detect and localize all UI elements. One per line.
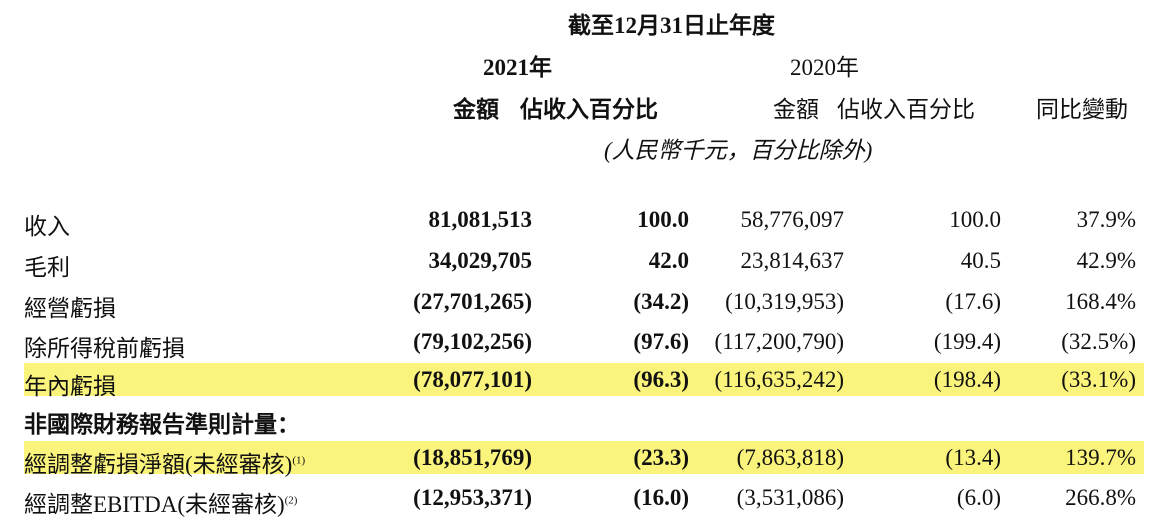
pct-2020: 100.0: [949, 207, 1001, 232]
amount-2021: 81,081,513: [428, 207, 533, 232]
amount-2020: (10,319,953): [725, 289, 844, 314]
amount-2021: (79,102,256): [413, 329, 532, 354]
table-row: 經調整EBITDA(未經審核)(2) (12,953,371) (16.0) (…: [24, 482, 1144, 517]
footnote-marker: (2): [284, 494, 298, 507]
amount-2020: (116,635,242): [714, 367, 844, 392]
pct-2021: (97.6): [633, 329, 689, 354]
pct-2020: 40.5: [960, 248, 1001, 273]
row-label-text: 經調整虧損淨額(未經審核): [24, 452, 293, 477]
pct-2021: 100.0: [637, 207, 689, 232]
period-heading: 截至12月31日止年度: [568, 13, 775, 38]
col-pct-2021: 佔收入百分比: [520, 97, 658, 122]
row-label: 收入: [24, 214, 70, 239]
yoy-change: 139.7%: [1065, 445, 1136, 470]
row-label: 毛利: [24, 255, 70, 280]
pct-2021: (16.0): [633, 485, 689, 510]
amount-2020: 58,776,097: [740, 207, 845, 232]
table-row: 收入 81,081,513 100.0 58,776,097 100.0 37.…: [24, 204, 1144, 239]
pct-2020: (13.4): [945, 445, 1001, 470]
table-row: 經營虧損 (27,701,265) (34.2) (10,319,953) (1…: [24, 286, 1144, 321]
pct-2020: (199.4): [933, 329, 1001, 354]
amount-2021: (27,701,265): [413, 289, 532, 314]
pct-2021: (96.3): [633, 367, 689, 392]
yoy-change: 266.8%: [1065, 485, 1136, 510]
pct-2020: (6.0): [956, 485, 1001, 510]
unit-note: (人民幣千元，百分比除外): [604, 138, 873, 163]
amount-2021: (78,077,101): [413, 367, 532, 392]
pct-2020: (17.6): [945, 289, 1001, 314]
col-amount-2020: 金額: [773, 97, 819, 122]
highlighted-table-row: 經調整虧損淨額(未經審核)(1) (18,851,769) (23.3) (7,…: [24, 441, 1144, 477]
pct-2021: (23.3): [633, 445, 689, 470]
yoy-change: 37.9%: [1076, 207, 1136, 232]
table-row: 除所得稅前虧損 (79,102,256) (97.6) (117,200,790…: [24, 326, 1144, 361]
row-label: 經調整EBITDA(未經審核)(2): [24, 485, 297, 519]
yoy-change: 168.4%: [1065, 289, 1136, 314]
row-label: 除所得稅前虧損: [24, 336, 185, 361]
pct-2021: 42.0: [648, 248, 689, 273]
year-2020-heading: 2020年: [790, 55, 859, 80]
col-yoy: 同比變動: [1036, 97, 1128, 122]
highlighted-table-row: 年內虧損 (78,077,101) (96.3) (116,635,242) (…: [24, 363, 1144, 399]
amount-2020: 23,814,637: [740, 248, 845, 273]
non-ifrs-section-title: 非國際財務報告準則計量：: [24, 412, 300, 437]
yoy-change: (33.1%): [1061, 367, 1136, 392]
amount-2020: (7,863,818): [736, 445, 844, 470]
amount-2020: (117,200,790): [714, 329, 844, 354]
table-row: 毛利 34,029,705 42.0 23,814,637 40.5 42.9%: [24, 245, 1144, 280]
row-label: 年內虧損: [24, 374, 116, 399]
amount-2021: (12,953,371): [413, 485, 532, 510]
row-label-text: 經調整EBITDA(未經審核): [24, 492, 285, 517]
row-label: 經調整虧損淨額(未經審核)(1): [24, 445, 305, 479]
amount-2020: (3,531,086): [736, 485, 844, 510]
amount-2021: 34,029,705: [428, 248, 533, 273]
pct-2020: (198.4): [933, 367, 1001, 392]
amount-2021: (18,851,769): [413, 445, 532, 470]
yoy-change: 42.9%: [1076, 248, 1136, 273]
row-label: 經營虧損: [24, 296, 116, 321]
col-pct-2020: 佔收入百分比: [837, 97, 975, 122]
year-2021-heading: 2021年: [483, 55, 552, 80]
yoy-change: (32.5%): [1061, 329, 1136, 354]
pct-2021: (34.2): [633, 289, 689, 314]
col-amount-2021: 金額: [453, 97, 499, 122]
footnote-marker: (1): [292, 454, 306, 467]
